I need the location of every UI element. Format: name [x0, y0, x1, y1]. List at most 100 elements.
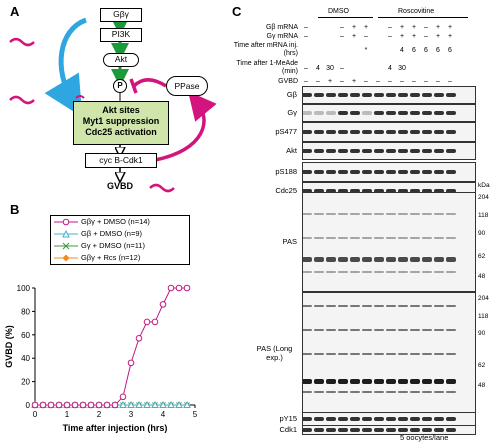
blot-band	[303, 256, 312, 262]
blot-band	[398, 379, 408, 385]
legend-entry: Gβ + DMSO (n=9)	[51, 228, 189, 240]
blot-band	[362, 271, 372, 274]
blot-band	[314, 256, 324, 262]
lane-mark: +	[327, 78, 333, 85]
blot-band	[362, 256, 372, 262]
blot-band	[338, 111, 348, 115]
blot-band	[350, 379, 360, 385]
y-tick-label: 100	[17, 284, 31, 293]
lane-mark: –	[340, 33, 344, 40]
panel-label-a: A	[10, 4, 20, 19]
data-point	[47, 401, 55, 409]
blot-band	[410, 353, 420, 355]
y-tick-label: 20	[21, 378, 30, 387]
data-point	[167, 284, 175, 292]
blot-band	[338, 130, 348, 134]
blot-band	[314, 353, 324, 355]
blot-band	[303, 237, 312, 240]
ppase-node: PPase	[166, 76, 208, 96]
blot-band	[326, 391, 336, 394]
blot-band	[446, 256, 456, 262]
lane-mark: +	[399, 24, 405, 31]
blot-band	[350, 428, 360, 432]
blot-band	[338, 353, 348, 355]
blot-band	[326, 256, 336, 262]
blot-band	[326, 149, 336, 153]
blot-band	[398, 256, 408, 262]
blot-band	[386, 353, 396, 355]
blot-band	[350, 391, 360, 394]
blot-band	[398, 237, 408, 240]
blot-band	[410, 130, 420, 134]
blot-band	[434, 212, 444, 215]
blot-band	[410, 212, 420, 215]
blot-band	[350, 417, 360, 421]
blot-band	[374, 329, 384, 331]
chart-legend: Gβγ + DMSO (n=14) Gβ + DMSO (n=9) Gγ + D…	[50, 215, 190, 265]
blot-8	[302, 412, 476, 426]
blot-band	[398, 305, 408, 307]
blot-band	[350, 305, 360, 307]
blot-band	[422, 256, 432, 262]
blot-band	[350, 130, 360, 134]
lane-mark: 4	[316, 65, 320, 72]
blot-band	[362, 111, 372, 115]
data-point	[159, 301, 167, 308]
blue-arrow-icon	[44, 17, 88, 118]
legend-entry: Gβγ + DMSO (n=14)	[51, 216, 189, 228]
data-point	[39, 401, 47, 409]
blot-band	[374, 256, 384, 262]
blot-band	[398, 149, 408, 153]
blot-band	[410, 428, 420, 432]
blot-band	[374, 93, 384, 97]
blot-label: Gβ	[286, 90, 297, 99]
blot-band	[314, 149, 324, 153]
lane-mark: –	[436, 78, 440, 85]
blot-band	[398, 417, 408, 421]
akt-sites-box: Akt sites Myt1 suppression Cdc25 activat…	[73, 101, 169, 145]
blot-9	[302, 425, 476, 435]
blot-band	[303, 305, 312, 307]
lane-mark: –	[364, 33, 368, 40]
lane-mark: –	[400, 78, 404, 85]
lane-mark: +	[447, 24, 453, 31]
y-tick-label: 60	[21, 331, 30, 340]
blot-band	[398, 428, 408, 432]
blot-band	[362, 379, 372, 385]
blot-label: Gγ	[287, 108, 297, 117]
blot-band	[422, 130, 432, 134]
lane-mark: –	[388, 78, 392, 85]
blot-band	[362, 391, 372, 394]
blot-band	[303, 428, 312, 432]
kda-marker: 48	[478, 382, 486, 389]
kda-marker: 62	[478, 362, 486, 369]
blot-band	[446, 189, 456, 193]
blot-band	[446, 428, 456, 432]
blot-band	[314, 237, 324, 240]
blot-band	[314, 428, 324, 432]
diamond-marker-icon	[54, 254, 78, 262]
blot-label: PAS (Long exp.)	[256, 344, 293, 362]
footer-note: 5 oocytes/lane	[400, 433, 449, 442]
blot-band	[314, 93, 324, 97]
legend-entry: Gβγ + Rcs (n=12)	[51, 252, 189, 264]
blot-band	[446, 237, 456, 240]
blot-band	[422, 237, 432, 240]
lane-mark: 6	[448, 47, 452, 54]
x-axis-label: Time after injection (hrs)	[63, 423, 168, 433]
blot-band	[446, 379, 456, 385]
circle-marker-icon	[54, 218, 78, 226]
gvbd-node: GVBD	[106, 181, 133, 191]
data-point	[111, 401, 119, 409]
y-tick-label: 0	[26, 401, 31, 410]
data-point	[55, 401, 63, 409]
akt-sites-label: Akt sites	[102, 105, 140, 115]
blot-band	[410, 237, 420, 240]
blot-band	[303, 379, 312, 385]
blot-band	[326, 189, 336, 193]
blot-band	[410, 149, 420, 153]
blot-0	[302, 86, 476, 104]
blot-band	[386, 391, 396, 394]
lane-mark: +	[435, 33, 441, 40]
blot-band	[434, 391, 444, 394]
